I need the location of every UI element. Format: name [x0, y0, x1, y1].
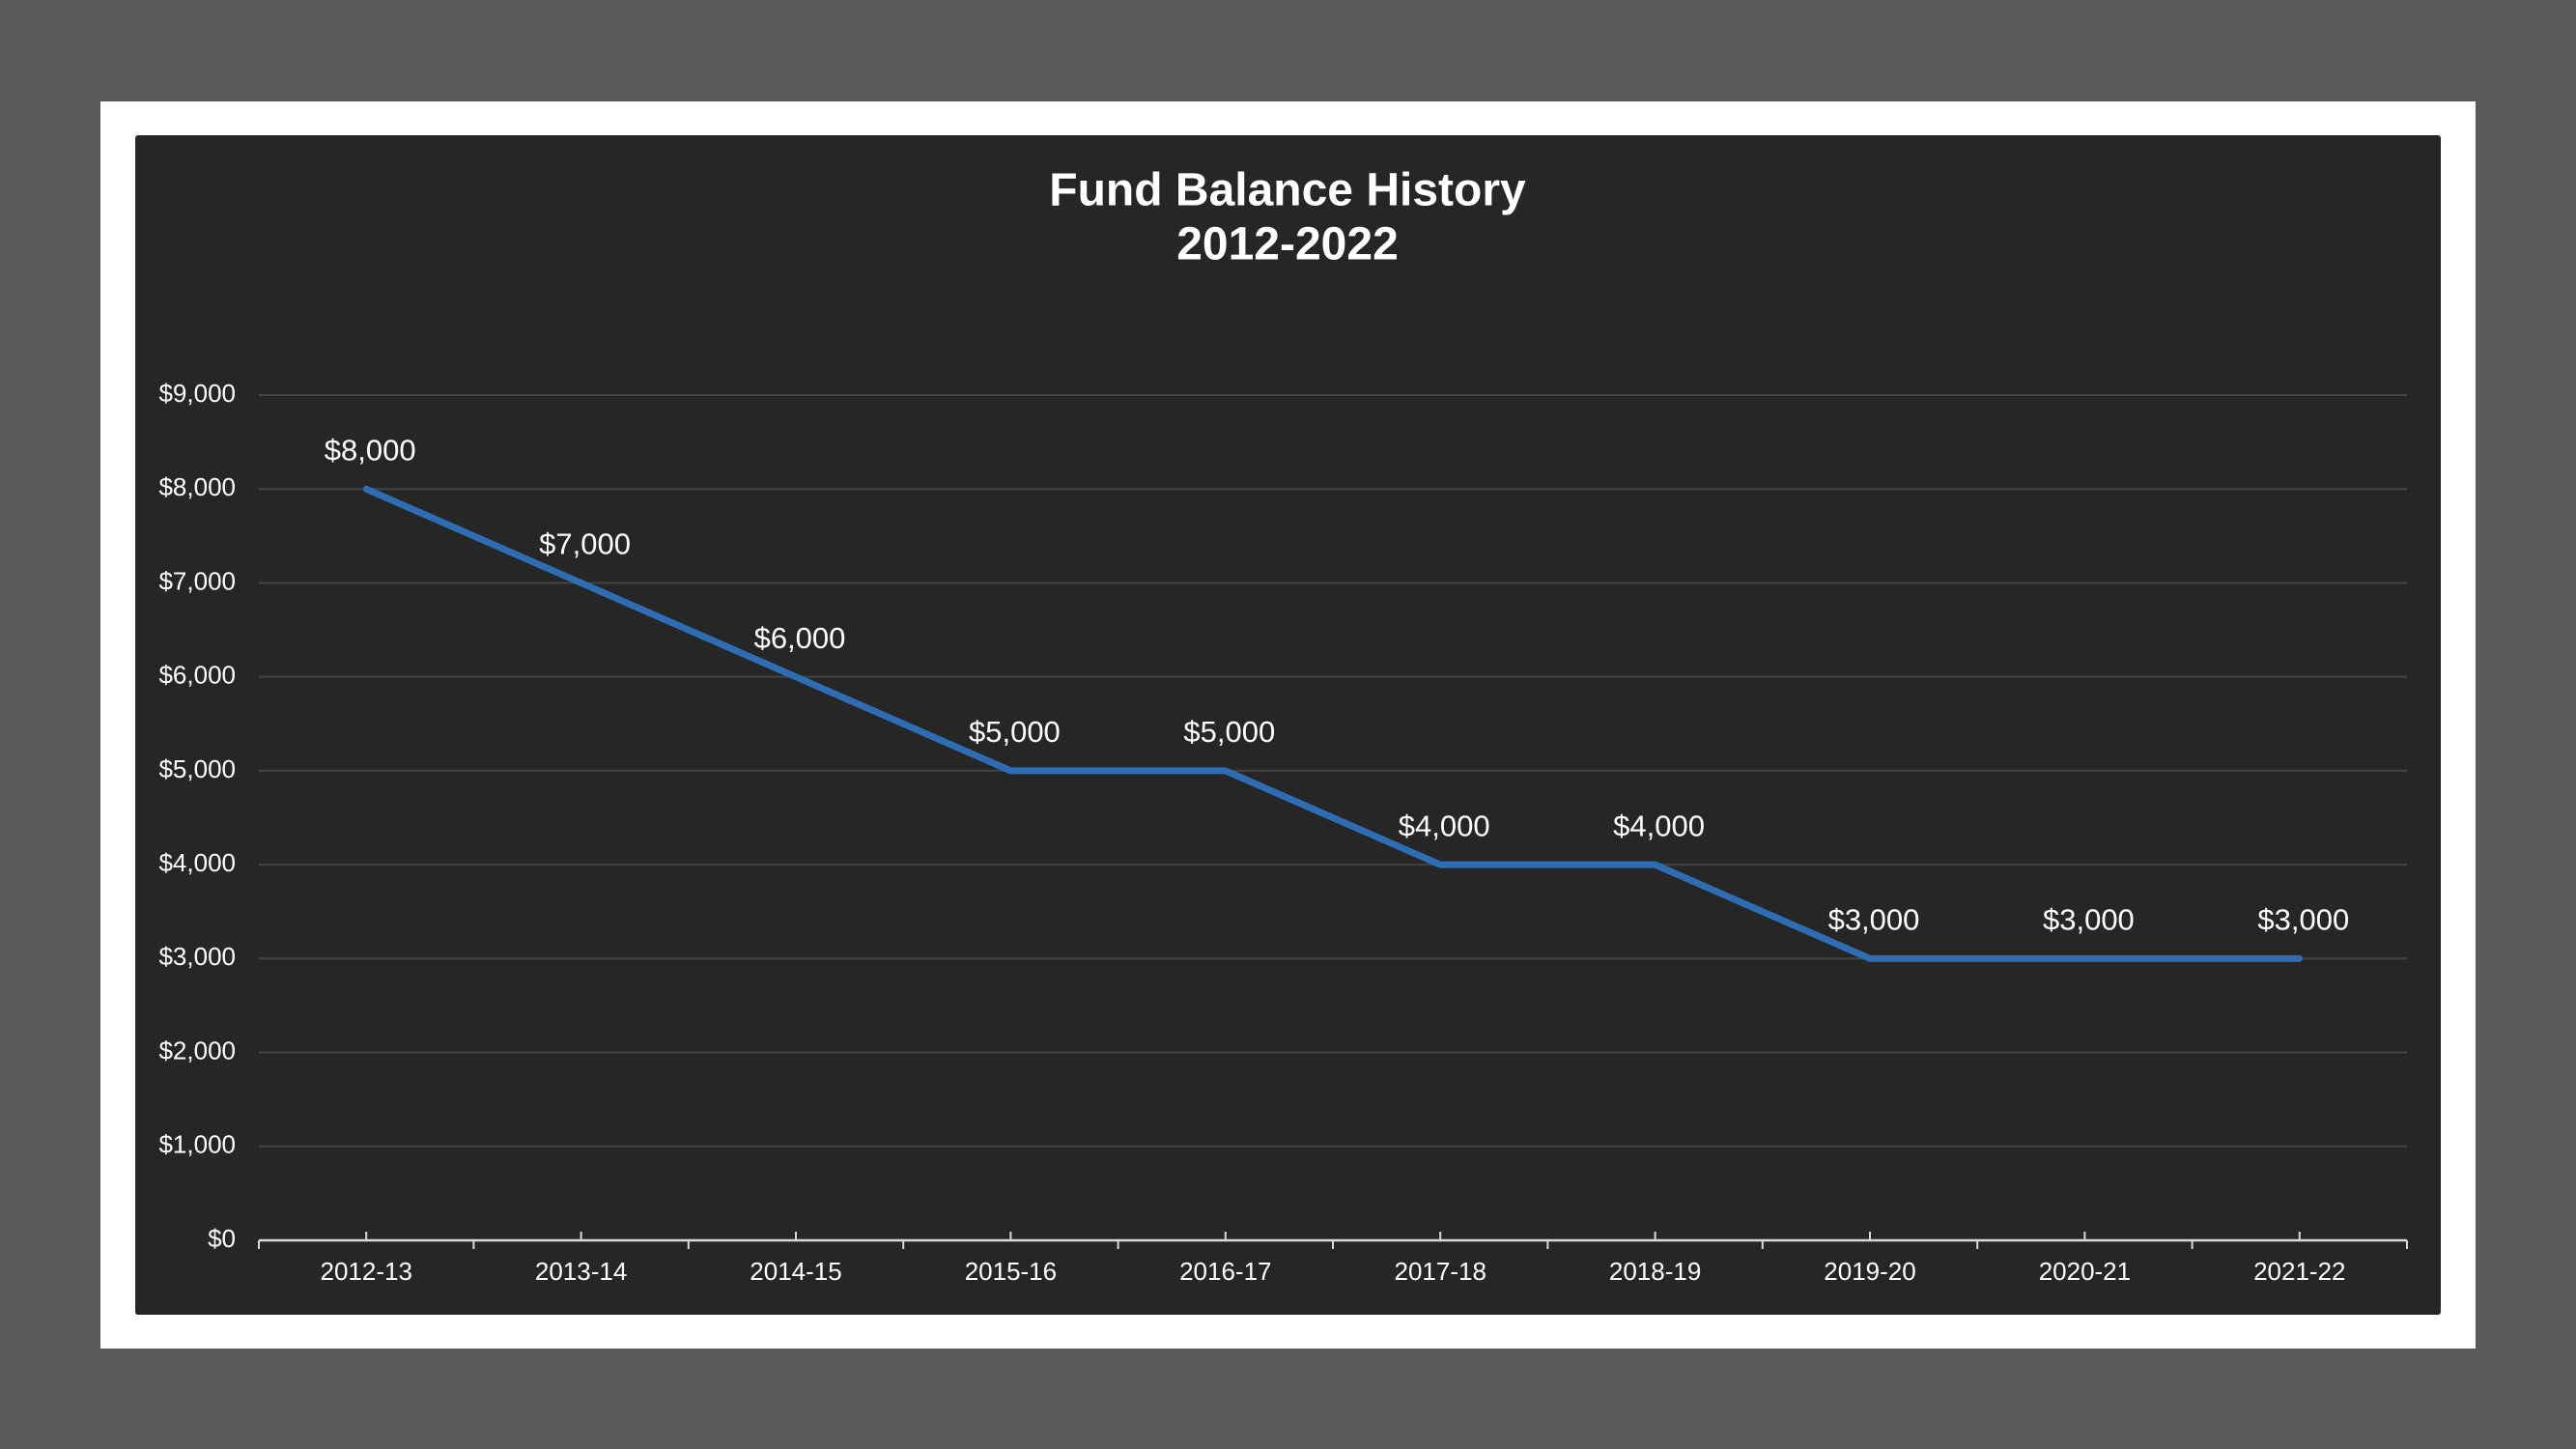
data-label: $3,000 — [2257, 903, 2349, 937]
data-label: $6,000 — [754, 621, 846, 655]
x-tick-label: 2018-19 — [1609, 1257, 1701, 1286]
x-tick-label: 2021-22 — [2253, 1257, 2345, 1286]
series-line — [362, 485, 2304, 962]
data-point — [2081, 955, 2088, 962]
data-label: $3,000 — [2043, 903, 2135, 937]
data-label: $4,000 — [1613, 809, 1705, 842]
y-axis: $0 $1,000 $2,000 $3,000 $4,000 $5,000 $6,000 $7… — [158, 379, 236, 1253]
line-chart: Fund Balance History 2012-2022 $0$1,000$… — [158, 165, 2408, 1286]
y-tick-label: $2,000 — [158, 1036, 236, 1065]
x-tick-label: 2020-21 — [2039, 1257, 2131, 1286]
y-tick-label: $9,000 — [158, 379, 236, 408]
x-tick-label: 2012-13 — [320, 1257, 411, 1286]
x-tick-label: 2014-15 — [750, 1257, 841, 1286]
data-point — [1867, 955, 1873, 962]
y-tick-label: $4,000 — [158, 848, 236, 877]
x-axis — [258, 1232, 2408, 1249]
y-tick-label: $0 — [208, 1224, 236, 1253]
data-point — [793, 673, 799, 680]
chart-subtitle: 2012-2022 — [1176, 219, 1399, 270]
data-point — [578, 580, 584, 586]
data-labels: $8,000 $7,000 $6,000 $5,000 $5,000 $4,000 $4,0… — [325, 433, 2349, 936]
y-tick-label: $8,000 — [158, 472, 236, 501]
x-tick-label: 2015-16 — [965, 1257, 1057, 1286]
data-label: $5,000 — [1183, 715, 1275, 749]
gridlines — [259, 394, 2407, 1148]
y-tick-label: $6,000 — [158, 661, 236, 690]
data-point — [1437, 862, 1444, 868]
x-tick-label: 2019-20 — [1824, 1257, 1915, 1286]
page-frame: Fund Balance History 2012-2022 $0 $1,000 $… — [100, 101, 2476, 1349]
series-layer — [362, 485, 2304, 962]
x-tick-label: 2016-17 — [1179, 1257, 1271, 1286]
data-point — [1222, 767, 1229, 774]
data-point — [1652, 862, 1658, 868]
data-label: $3,000 — [1828, 903, 1920, 937]
chart-title: Fund Balance History — [1049, 165, 1526, 216]
y-tick-label: $5,000 — [158, 754, 236, 783]
data-point — [2296, 955, 2303, 962]
data-label: $7,000 — [539, 527, 631, 561]
chart-panel: Fund Balance History 2012-2022 $0 $1,000 $… — [135, 135, 2441, 1315]
data-label: $8,000 — [325, 433, 416, 467]
y-tick-label: $3,000 — [158, 942, 236, 971]
y-tick-label: $7,000 — [158, 566, 236, 595]
x-tick-label: 2017-18 — [1394, 1257, 1486, 1286]
data-label: $4,000 — [1399, 809, 1490, 842]
data-point — [1007, 767, 1014, 774]
x-tick-labels: 2012-13 2013-14 2014-15 2015-16 2016-17 2017-… — [320, 1257, 2345, 1286]
y-tick-label: $1,000 — [158, 1130, 236, 1159]
x-tick-label: 2013-14 — [535, 1257, 627, 1286]
data-label: $5,000 — [969, 715, 1061, 749]
data-point — [363, 486, 370, 493]
